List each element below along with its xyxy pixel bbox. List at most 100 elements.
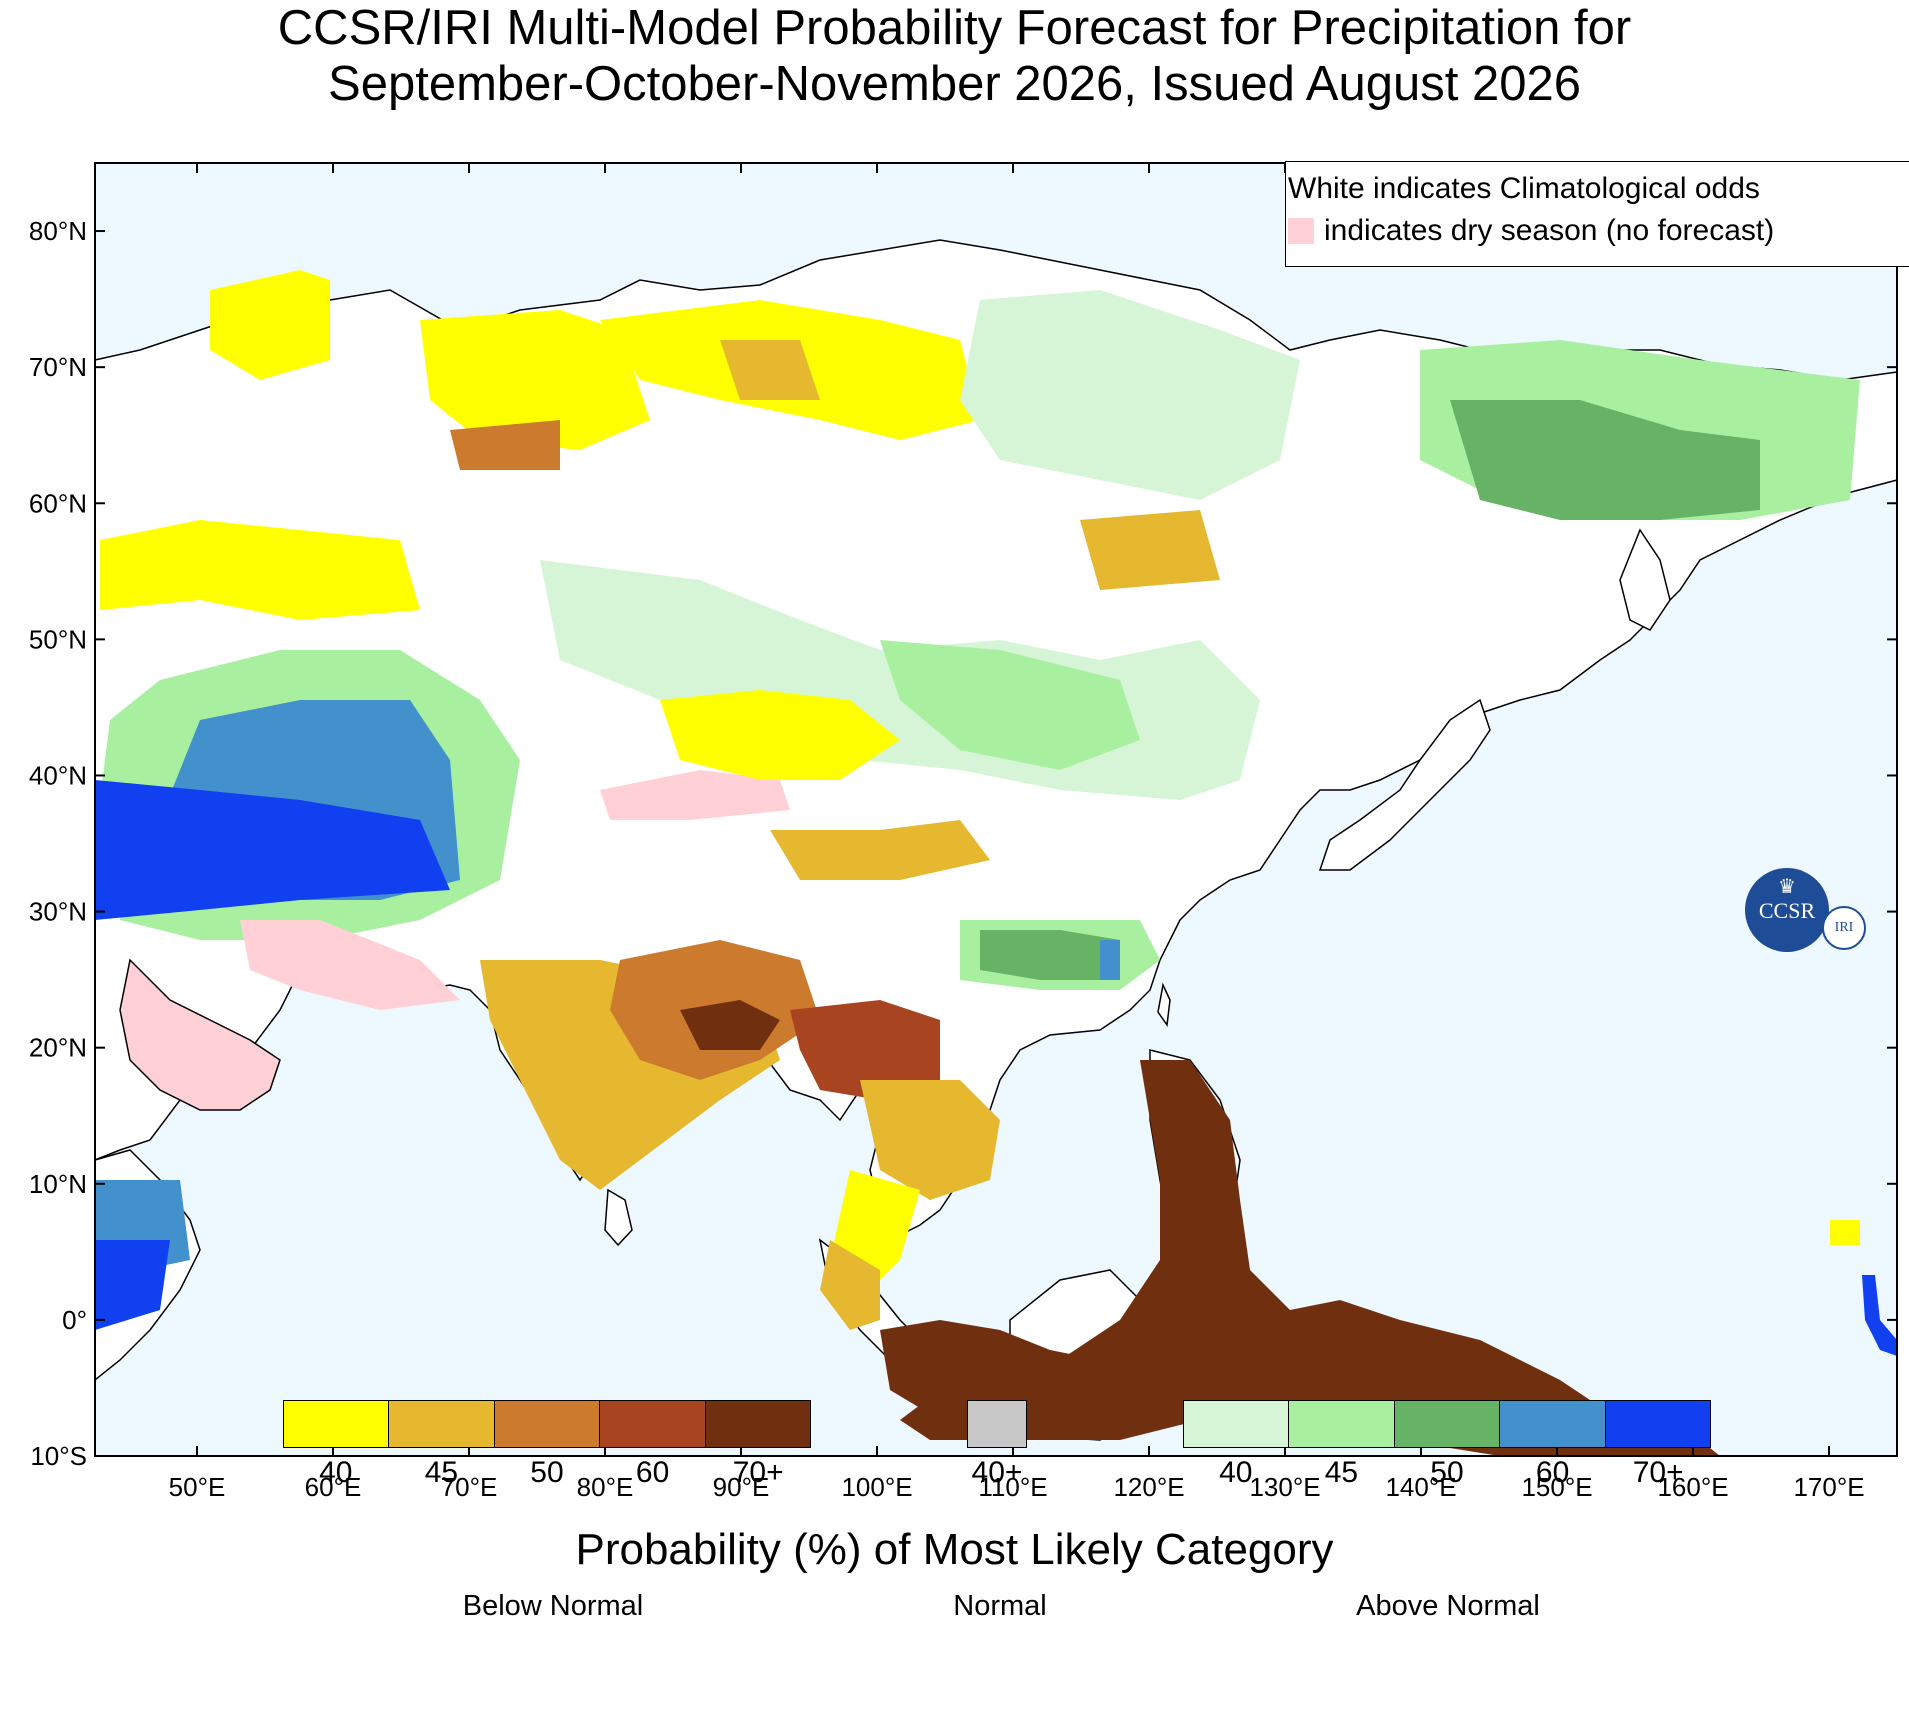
patch-below-40-west bbox=[100, 520, 420, 620]
lon-tick-label: 70°E bbox=[441, 1472, 498, 1502]
colorbar-swatch bbox=[284, 1401, 390, 1447]
patch-below-60-indochina bbox=[790, 1000, 940, 1100]
lon-tick-label: 110°E bbox=[978, 1472, 1047, 1502]
longitude-ticks: 50°E 60°E 70°E 80°E 90°E 100°E 110°E 120°E 130°E… bbox=[169, 163, 1865, 1502]
colorbar-below-normal bbox=[283, 1400, 811, 1448]
colorbar-above-normal bbox=[1183, 1400, 1711, 1448]
colorbar-swatch bbox=[494, 1401, 601, 1447]
colorbar-ticks-above: 40 45 50 60 70+ bbox=[1183, 1456, 1711, 1490]
lon-tick-label: 130°E bbox=[1249, 1472, 1320, 1502]
lon-tick-label: 160°E bbox=[1657, 1472, 1728, 1502]
lon-tick-label: 80°E bbox=[577, 1472, 634, 1502]
lat-tick-label: 10°S bbox=[30, 1441, 87, 1471]
patch-above-40-siberia bbox=[960, 290, 1300, 500]
kamchatka-land bbox=[1619, 528, 1671, 631]
latitude-ticks: 80°N 70°N 60°N 50°N 40°N 30°N 20°N 10°N 0° 10°S bbox=[29, 216, 1897, 1471]
lat-tick-label: 0° bbox=[62, 1305, 87, 1335]
patch-below-45-sumatra bbox=[820, 1240, 880, 1330]
patch-below-40-tibet bbox=[660, 690, 900, 780]
patch-below-45-siberia bbox=[720, 340, 820, 400]
crown-icon: ♛ bbox=[1778, 876, 1796, 898]
category-label-above: Above Normal bbox=[1356, 1590, 1540, 1622]
ccsr-logo-text: CCSR bbox=[1758, 898, 1816, 923]
colorbar-tick-label: 70+ bbox=[1632, 1456, 1684, 1489]
patch-below-45-china bbox=[770, 820, 990, 880]
patch-below-40-ural bbox=[420, 310, 650, 450]
forecast-patches bbox=[95, 270, 1897, 1456]
arabia-land bbox=[119, 958, 281, 1111]
dry-season-swatch bbox=[1288, 218, 1314, 244]
lon-tick-label: 170°E bbox=[1793, 1472, 1864, 1502]
lat-tick-label: 80°N bbox=[29, 216, 87, 246]
colorbar-swatch bbox=[705, 1401, 811, 1447]
lon-tick-label: 140°E bbox=[1385, 1472, 1456, 1502]
colorbar-swatch bbox=[1500, 1401, 1606, 1447]
patch-above-60-south-china bbox=[1100, 940, 1120, 980]
lat-tick-label: 20°N bbox=[29, 1033, 87, 1063]
lon-tick-label: 90°E bbox=[713, 1472, 770, 1502]
map-title-line-1: CCSR/IRI Multi-Model Probability Forecas… bbox=[277, 1, 1632, 55]
legend-dry-season-row: indicates dry season (no forecast) bbox=[1288, 214, 1774, 248]
patch-above-70-africa bbox=[95, 1240, 170, 1330]
patch-above-50-south-china bbox=[980, 930, 1120, 980]
colorbar-ticks-normal: 40+ bbox=[967, 1456, 1027, 1490]
colorbar-ticks-below: 40 45 50 60 70+ bbox=[283, 1456, 811, 1490]
patch-below-70-java bbox=[880, 1320, 1100, 1440]
taiwan-land bbox=[1157, 982, 1171, 1028]
patch-below-70-maritime-east bbox=[900, 1060, 1720, 1456]
patch-dry-season-central bbox=[600, 770, 790, 820]
lon-tick-label: 60°E bbox=[305, 1472, 362, 1502]
patch-above-70-pacific bbox=[1862, 1275, 1897, 1356]
lat-tick-label: 50°N bbox=[29, 624, 87, 654]
map-legend: White indicates Climatological odds indi… bbox=[1285, 161, 1909, 267]
colorbar-tick-label: 40+ bbox=[971, 1456, 1023, 1489]
patch-above-45-central bbox=[880, 640, 1140, 770]
lon-tick-label: 50°E bbox=[169, 1472, 226, 1502]
patch-below-70-bengal bbox=[680, 1000, 780, 1050]
map-frame bbox=[94, 162, 1898, 1457]
lon-tick-label: 120°E bbox=[1113, 1472, 1184, 1502]
colorbar-swatch bbox=[1289, 1401, 1395, 1447]
patch-below-40-north bbox=[210, 270, 330, 380]
japan-land bbox=[1318, 698, 1491, 871]
map-title-line-2: September-October-November 2026, Issued … bbox=[328, 57, 1581, 111]
iri-logo: IRI bbox=[1822, 906, 1866, 950]
lat-tick-label: 40°N bbox=[29, 760, 87, 790]
colorbar-swatch bbox=[389, 1401, 495, 1447]
colorbar-swatch bbox=[968, 1401, 1026, 1447]
lat-tick-label: 70°N bbox=[29, 352, 87, 382]
colorbar-normal bbox=[967, 1400, 1027, 1448]
lat-tick-label: 30°N bbox=[29, 897, 87, 927]
legend-dry-season-text: indicates dry season (no forecast) bbox=[1324, 214, 1775, 247]
sri-lanka-land bbox=[604, 1188, 633, 1247]
patch-below-50-ural bbox=[450, 420, 560, 470]
lat-tick-label: 60°N bbox=[29, 488, 87, 518]
ccsr-logo: ♛ CCSR bbox=[1745, 868, 1829, 952]
colorbar-tick-label: 40 bbox=[319, 1456, 353, 1489]
legend-climatology-text: White indicates Climatological odds bbox=[1288, 172, 1760, 205]
colorbar-tick-label: 70+ bbox=[732, 1456, 784, 1489]
patch-above-50-east bbox=[1450, 400, 1760, 520]
colorbar-tick-label: 60 bbox=[635, 1456, 670, 1489]
lon-tick-label: 150°E bbox=[1521, 1472, 1592, 1502]
colorbar-swatch bbox=[600, 1401, 706, 1447]
colorbar-swatch bbox=[1605, 1401, 1711, 1447]
patch-dry-season-iran bbox=[240, 920, 460, 1010]
colorbar-tick-label: 45 bbox=[1324, 1456, 1359, 1489]
colorbar-title: Probability (%) of Most Likely Category bbox=[575, 1525, 1334, 1574]
colorbar-tick-label: 60 bbox=[1535, 1456, 1570, 1489]
category-label-below: Below Normal bbox=[462, 1590, 644, 1622]
colorbar-tick-label: 50 bbox=[1430, 1456, 1464, 1489]
patch-above-70-west bbox=[95, 780, 450, 920]
colorbar-tick-label: 40 bbox=[1219, 1456, 1253, 1489]
colorbar-tick-label: 45 bbox=[424, 1456, 459, 1489]
lon-tick-label: 100°E bbox=[841, 1472, 912, 1502]
patch-below-45-indochina bbox=[860, 1080, 1000, 1200]
patch-below-40-pacific bbox=[1830, 1220, 1860, 1245]
colorbar-swatch bbox=[1184, 1401, 1290, 1447]
colorbar-swatch bbox=[1394, 1401, 1501, 1447]
lat-tick-label: 10°N bbox=[29, 1169, 87, 1199]
colorbar-tick-label: 50 bbox=[530, 1456, 564, 1489]
